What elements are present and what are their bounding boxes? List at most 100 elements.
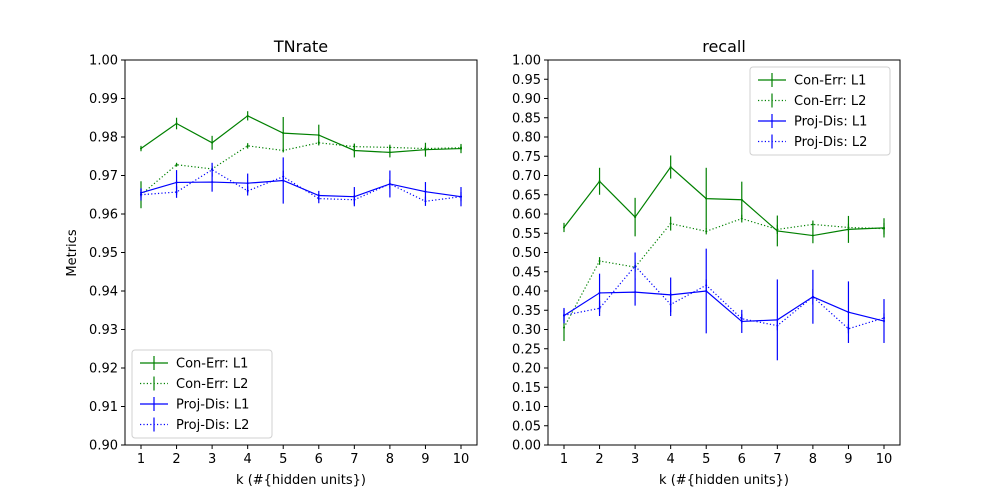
recall-x-tick-label: 2	[595, 452, 603, 467]
recall-data-point	[847, 226, 850, 229]
tnrate-data-point	[175, 181, 178, 184]
recall-x-tick-label: 4	[667, 452, 675, 467]
recall-data-point	[740, 217, 743, 220]
tnrate-legend-label: Con-Err: L1	[176, 357, 248, 372]
recall-y-tick-label: 0.00	[512, 439, 541, 454]
recall-y-tick-label: 0.95	[512, 73, 541, 88]
recall-y-tick-label: 0.60	[512, 208, 541, 223]
recall-data-point	[776, 318, 779, 321]
tnrate-data-point	[246, 144, 249, 147]
recall-data-point	[563, 226, 565, 229]
tnrate-series-line	[140, 115, 462, 154]
recall-data-point	[634, 216, 637, 219]
recall-data-point	[598, 307, 601, 310]
recall-y-tick-label: 1.00	[512, 54, 541, 69]
recall-x-tick-label: 5	[702, 452, 710, 467]
tnrate-x-tick-label: 4	[244, 452, 252, 467]
tnrate-series-line	[140, 169, 462, 202]
tnrate-data-point	[211, 168, 214, 171]
recall-y-tick-label: 0.05	[512, 419, 541, 434]
tnrate-y-axis-label: Metrics	[65, 229, 80, 276]
tnrate-data-point	[175, 163, 178, 166]
tnrate-series-3	[140, 162, 462, 206]
tnrate-y-tick-label: 0.99	[89, 92, 118, 107]
recall-y-tick-label: 0.30	[512, 323, 541, 338]
tnrate-y-tick-label: 0.93	[89, 323, 118, 338]
recall-y-tick-label: 0.55	[512, 227, 541, 242]
tnrate-x-tick-label: 8	[386, 452, 394, 467]
recall-y-tick-label: 0.75	[512, 150, 541, 165]
recall-data-point	[563, 326, 565, 329]
recall-title: recall	[702, 37, 746, 56]
tnrate-data-point	[460, 195, 462, 198]
tnrate-x-tick-label: 5	[279, 452, 287, 467]
recall-y-tick-label: 0.45	[512, 265, 541, 280]
recall-data-point	[705, 284, 708, 287]
tnrate-x-tick-label: 7	[350, 452, 358, 467]
recall-data-point	[705, 230, 708, 233]
tnrate-legend-label: Proj-Dis: L2	[176, 418, 249, 433]
recall-y-tick-label: 0.85	[512, 111, 541, 126]
tnrate-data-point	[211, 141, 214, 144]
tnrate-y-tick-label: 1.00	[89, 54, 118, 69]
recall-data-point	[740, 317, 743, 320]
tnrate-data-point	[246, 189, 249, 192]
recall-data-point	[598, 259, 601, 262]
tnrate-title: TNrate	[273, 37, 328, 56]
tnrate-data-point	[140, 193, 142, 196]
tnrate-data-point	[175, 122, 178, 125]
recall-x-tick-label: 7	[773, 452, 781, 467]
recall-data-point	[669, 303, 672, 306]
recall-series-line	[563, 166, 885, 237]
tnrate-data-point	[140, 147, 142, 150]
tnrate-x-axis-label: k (#{hidden units})	[236, 473, 366, 488]
recall-data-point	[598, 180, 601, 183]
tnrate-data-point	[353, 149, 356, 152]
recall-panel: recall k (#{hidden units}) 1 2 3 4 5 6 7 8 9 10 0.…	[512, 37, 901, 488]
tnrate-y-tick-label: 0.92	[89, 362, 118, 377]
tnrate-data-point	[317, 134, 320, 137]
recall-y-tick-label: 0.15	[512, 381, 541, 396]
tnrate-y-tick-label: 0.97	[89, 169, 118, 184]
tnrate-series-line	[140, 142, 462, 196]
recall-x-tick-label: 10	[876, 452, 893, 467]
recall-data-point	[634, 264, 637, 267]
tnrate-data-point	[175, 191, 178, 194]
tnrate-data-point	[388, 182, 391, 185]
recall-data-point	[811, 234, 814, 237]
tnrate-data-point	[353, 198, 356, 201]
recall-x-tick-label: 6	[738, 452, 746, 467]
recall-series-0	[563, 155, 885, 247]
recall-series-line	[563, 217, 885, 328]
tnrate-legend-label: Con-Err: L2	[176, 377, 248, 392]
tnrate-y-tick-label: 0.91	[89, 400, 118, 415]
recall-data-point	[669, 166, 672, 169]
tnrate-data-point	[317, 197, 320, 200]
tnrate-legend: Con-Err: L1 Con-Err: L2 Proj-Dis: L1 Proj-D…	[131, 349, 273, 439]
recall-x-tick-label: 9	[844, 452, 852, 467]
tnrate-series-2	[140, 157, 462, 207]
tnrate-x-tick-label: 2	[172, 452, 180, 467]
tnrate-y-tick-label: 0.90	[89, 439, 118, 454]
tnrate-data-point	[282, 149, 285, 152]
tnrate-y-tick-label: 0.96	[89, 208, 118, 223]
tnrate-data-point	[353, 145, 356, 148]
recall-legend-label: Proj-Dis: L2	[794, 135, 867, 150]
tnrate-data-point	[424, 147, 427, 150]
recall-data-point	[883, 227, 885, 230]
recall-legend-box	[749, 66, 891, 156]
recall-data-point	[740, 198, 743, 201]
tnrate-panel: TNrate k (#{hidden units}) Metrics 1 2 3 4 5…	[65, 37, 478, 488]
tnrate-data-point	[246, 182, 249, 185]
tnrate-series-0	[140, 111, 462, 158]
tnrate-y-tick-label: 0.95	[89, 246, 118, 261]
recall-y-tick-label: 0.90	[512, 92, 541, 107]
recall-y-tick-label: 0.50	[512, 246, 541, 261]
tnrate-data-point	[317, 141, 320, 144]
tnrate-y-tick-label: 0.94	[89, 285, 118, 300]
tnrate-data-point	[424, 190, 427, 193]
recall-series-1	[563, 214, 885, 342]
recall-x-axis-label: k (#{hidden units})	[659, 473, 789, 488]
recall-y-tick-label: 0.70	[512, 169, 541, 184]
